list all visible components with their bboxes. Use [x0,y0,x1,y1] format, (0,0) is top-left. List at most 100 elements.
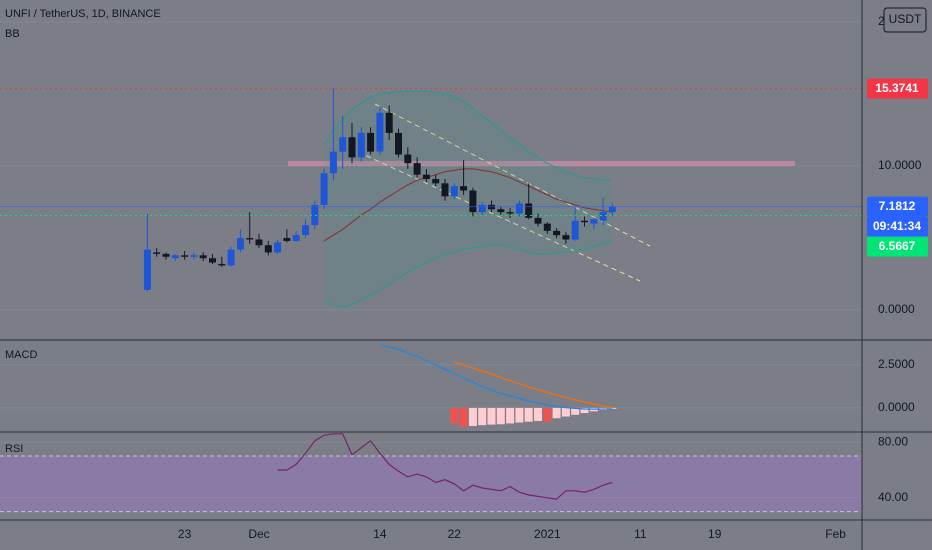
candle-body [478,204,486,213]
drawn-zone [288,161,795,166]
candle-body [562,235,570,240]
candle-body [218,263,226,266]
candle-body [190,255,198,257]
candle-body [385,112,393,133]
histogram-bar [534,407,542,421]
histogram-bar [543,407,552,422]
candle-body [608,206,616,213]
band-upper [323,90,613,181]
candle-body [255,239,263,246]
band-lower [323,240,613,308]
candle-body [404,154,412,164]
candle-body [302,225,309,236]
y-tick-label: 2.5000 [878,357,915,371]
candle-body [227,249,235,266]
candle-body [292,235,300,241]
candle-body [357,132,365,158]
symbol-title: UNFI / TetherUS, 1D, BINANCE [5,8,161,20]
candle-body [264,245,272,253]
candle-body [590,219,598,224]
y-tick-label: 40.00 [878,490,908,504]
histogram-bar [571,407,580,415]
rsi-title: RSI [5,443,23,455]
currency-label[interactable]: USDT [889,12,922,26]
price-label-badge [867,236,928,257]
candle-body [283,238,291,241]
y-tick-label: 80.00 [878,434,908,448]
candle-body [320,173,328,205]
x-tick-label: 14 [373,527,387,541]
candle-body [376,112,384,152]
candle-body [199,255,207,259]
candle-body [571,220,579,240]
histogram-bar [496,407,505,425]
candle-body [413,163,421,175]
rsi-band-fill [0,456,862,512]
candle-body [236,238,244,250]
x-tick-label: 19 [708,527,722,541]
band-basis [323,168,613,242]
histogram-bar [450,407,459,424]
histogram-bar [515,407,524,423]
y-tick-label: 10.0000 [878,158,922,172]
candle-body [441,183,449,197]
histogram-bar [459,407,468,427]
candle-body [339,137,347,152]
indicator-label: BB [5,28,20,40]
macd-line [379,344,613,410]
candle-body [515,203,523,214]
candle-body [367,132,375,152]
histogram-bar [478,407,487,426]
candle-body [469,190,477,213]
trend-line [374,103,651,247]
countdown-label: 09:41:34 [873,219,921,233]
candle-body [543,223,551,231]
last-price-label: 7.1812 [879,199,916,213]
candle-body [329,151,337,174]
x-tick-label: 23 [178,527,192,541]
candle-body [432,179,440,184]
candle-body [153,252,161,254]
candle-body [460,186,468,191]
histogram-bar [524,407,533,422]
candle-body [143,249,151,290]
x-tick-label: Feb [825,527,846,541]
x-tick-label: 2021 [534,527,561,541]
candle-body [497,209,505,213]
countdown-label-badge [867,216,928,237]
histogram-bar [580,407,589,414]
candle-body [209,258,216,263]
y-tick-label: 0.0000 [878,302,915,316]
candle-body [525,203,533,218]
histogram-bar [561,407,570,417]
candle-body [422,174,430,180]
histogram-bar [468,407,477,426]
candle-body [506,212,514,214]
candle-body [311,204,319,226]
candle-body [395,132,402,155]
histogram-bar [552,407,561,419]
rsi-line [277,433,613,500]
trend-line [357,151,641,282]
candle-body [450,186,458,197]
signal-line [454,361,613,409]
currency-badge[interactable] [883,7,927,33]
price-label-badge [867,78,928,99]
histogram-bar [487,407,496,425]
candle-body [348,137,356,158]
y-tick-label: 2 [878,14,885,28]
candle-body [599,212,607,221]
candle-body [553,230,561,236]
price-label: 6.5667 [879,239,916,253]
x-tick-label: Dec [248,527,269,541]
last-price-label-badge [867,196,928,217]
candle-body [581,220,588,223]
histogram-bar [608,407,617,409]
x-tick-label: 11 [634,527,647,541]
candle-body [246,238,254,240]
candle-body [181,255,189,257]
candle-body [274,242,282,253]
candle-body [534,217,542,224]
